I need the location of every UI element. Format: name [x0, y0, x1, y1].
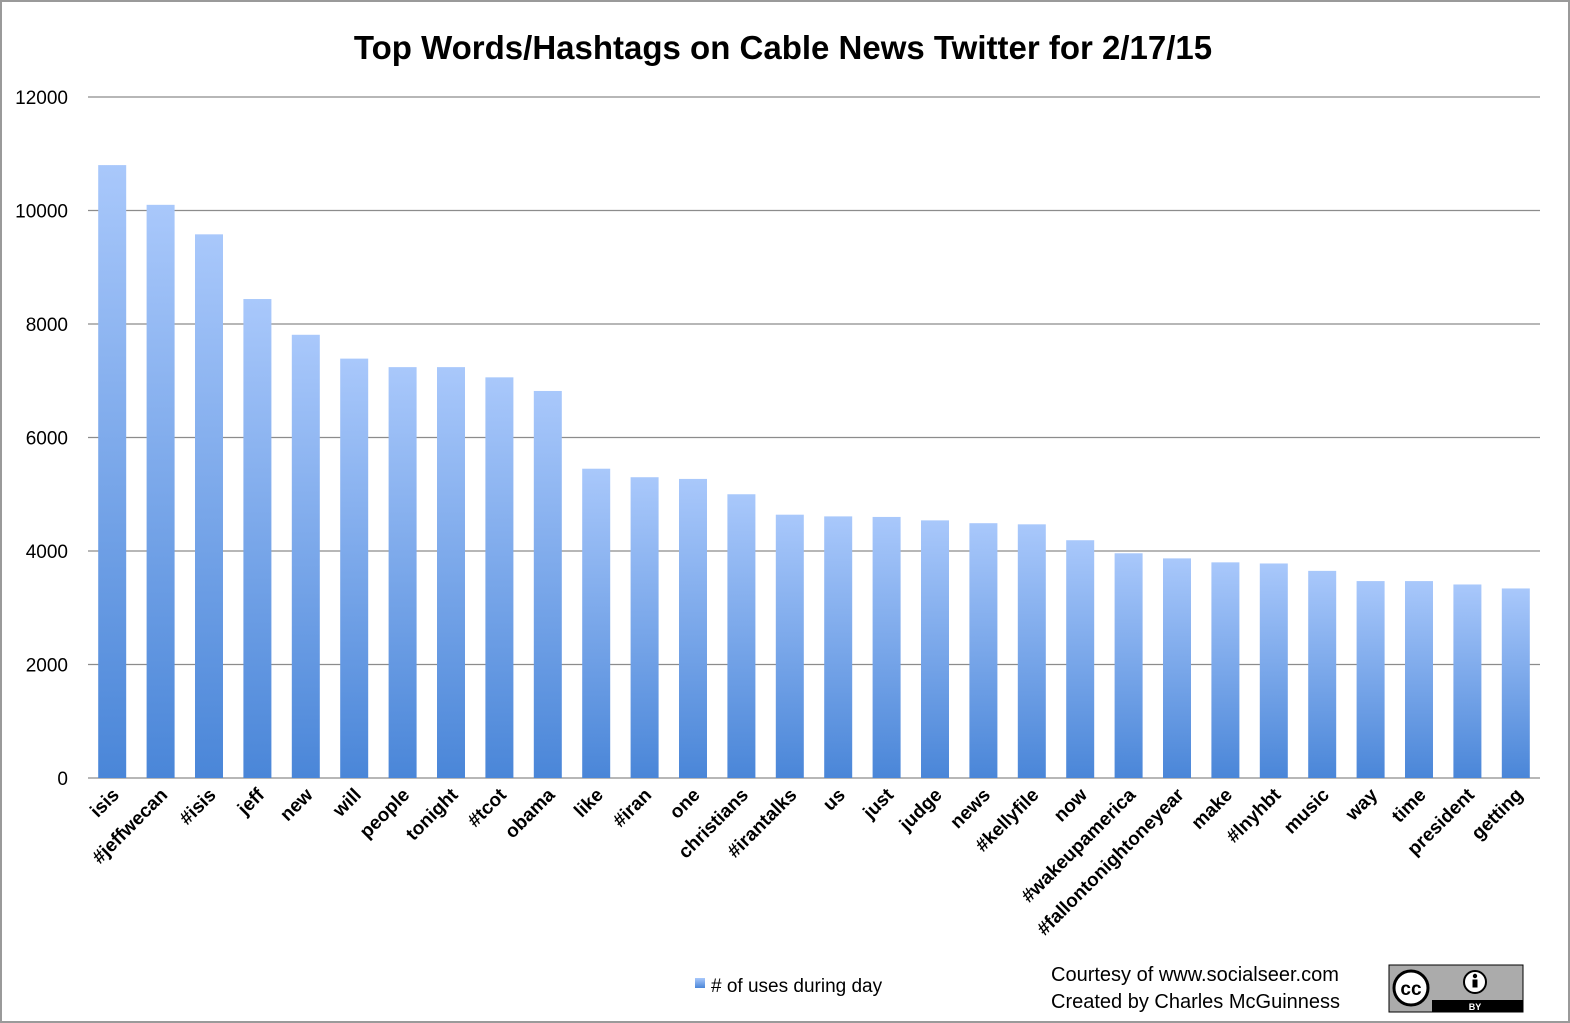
by-letters: BY [1469, 1002, 1482, 1012]
gridlines [88, 96, 1540, 779]
x-tick-label: #iran [609, 785, 656, 832]
x-tick-label: will [329, 785, 366, 822]
bar-just [872, 516, 901, 778]
bar-news [969, 523, 998, 778]
bar-people [388, 367, 417, 778]
x-tick-label: just [859, 784, 899, 824]
y-tick-label: 2000 [26, 656, 68, 677]
bar-jeff [243, 299, 272, 778]
x-tick-label: #isis [176, 785, 221, 830]
bar-music [1308, 570, 1337, 778]
bar-isis [98, 165, 127, 779]
bar-wakeupamerica [1114, 553, 1143, 778]
bar-new [291, 334, 320, 778]
bar-getting [1501, 588, 1530, 778]
y-tick-label: 0 [57, 769, 68, 790]
bar-fallontonightoneyear [1163, 558, 1191, 778]
y-tick-label: 8000 [26, 315, 68, 336]
legend: # of uses during day [695, 976, 883, 997]
bar-obama [533, 390, 562, 778]
bar-now [1066, 540, 1095, 778]
legend-label: # of uses during day [711, 976, 883, 997]
x-tick-label: like [570, 785, 607, 822]
bar-isis [195, 234, 223, 778]
x-tick-label: #lnyhbt [1223, 784, 1286, 847]
bars [98, 165, 1530, 779]
credit-line-1: Courtesy of www.socialseer.com [1051, 964, 1339, 986]
chart-title: Top Words/Hashtags on Cable News Twitter… [354, 29, 1212, 66]
x-tick-label: tonight [402, 784, 463, 845]
x-axis-ticks: isis#jeffwecan #isis jeff new willpeopletoni… [86, 784, 1527, 940]
y-tick-label: 10000 [15, 202, 68, 223]
bar-president [1453, 584, 1482, 778]
bar-us [824, 516, 853, 778]
y-tick-label: 6000 [26, 429, 68, 450]
x-tick-label: jeff [233, 784, 269, 820]
bar-judge [921, 520, 949, 778]
y-tick-label: 4000 [26, 542, 68, 563]
legend-swatch [695, 978, 705, 988]
x-tick-label: getting [1468, 785, 1528, 845]
x-tick-label: us [819, 785, 850, 816]
x-tick-label: way [1341, 784, 1382, 825]
x-tick-label: judge [895, 785, 946, 836]
credit-line-2: Created by Charles McGuinness [1051, 991, 1340, 1013]
bar-irantalks [775, 514, 804, 778]
bar-tcot [485, 377, 514, 778]
bar-tonight [437, 367, 465, 778]
x-tick-label: isis [86, 785, 123, 822]
bar-like [582, 468, 611, 778]
bar-way [1356, 581, 1385, 778]
x-tick-label: obama [501, 784, 559, 842]
x-tick-label: music [1280, 784, 1334, 838]
bar-time [1405, 581, 1433, 778]
x-tick-label: one [666, 785, 705, 824]
bar-jeffwecan [146, 204, 175, 778]
x-tick-label: time [1388, 785, 1430, 827]
bar-christians [727, 494, 756, 778]
bar-iran [630, 477, 659, 778]
credits: Courtesy of www.socialseer.com Created b… [1051, 964, 1340, 1013]
bar-lnyhbt [1259, 563, 1288, 778]
bar-one [679, 478, 707, 778]
x-tick-label: new [276, 785, 317, 826]
y-tick-label: 12000 [15, 88, 68, 109]
cc-by-icon: cc BY [1388, 964, 1524, 1013]
bar-make [1211, 562, 1240, 778]
cc-letters: cc [1400, 979, 1422, 1000]
bar-will [340, 358, 369, 778]
x-tick-label: now [1050, 785, 1092, 827]
y-axis-ticks: 0 2000 4000 6000 8000 10000 12000 [15, 88, 68, 790]
bar-kellyfile [1017, 524, 1046, 778]
